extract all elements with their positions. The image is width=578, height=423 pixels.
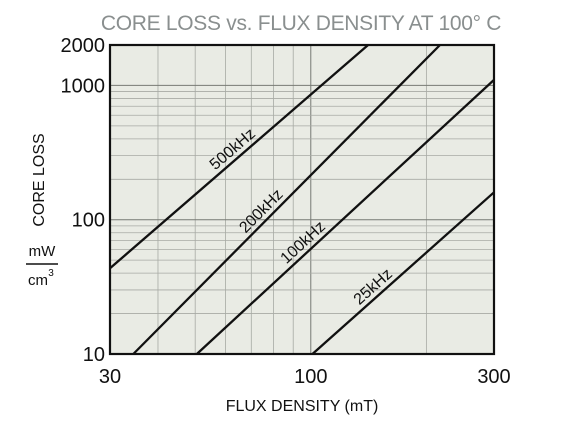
plot-frame [108, 43, 496, 356]
y-tick-label: 10 [83, 344, 105, 366]
x-tick-label: 100 [294, 366, 327, 388]
plot-area [110, 45, 494, 354]
x-axis-label: FLUX DENSITY (mT) [226, 398, 379, 415]
y-unit-numerator: mW [29, 243, 56, 260]
series-line-500khz [109, 44, 369, 270]
y-tick-label: 2000 [61, 35, 106, 57]
x-tick-label: 30 [99, 366, 121, 388]
y-tick-label: 1000 [61, 75, 106, 97]
series-line-100khz [196, 79, 495, 355]
series-line-25khz [311, 191, 495, 355]
series-line-200khz [132, 44, 441, 355]
x-tick-label: 300 [477, 366, 510, 388]
chart-title: CORE LOSS vs. FLUX DENSITY AT 100° C [101, 12, 501, 35]
y-unit-denominator: cm [28, 272, 48, 289]
y-unit-exponent: 3 [48, 268, 54, 279]
y-axis-unit: mW cm 3 [26, 243, 58, 289]
y-axis-label: CORE LOSS [31, 133, 48, 226]
y-tick-label: 100 [72, 210, 105, 232]
tick-labels: 30 100 300 10 100 1000 2000 [61, 35, 511, 388]
series-lines [109, 44, 495, 355]
